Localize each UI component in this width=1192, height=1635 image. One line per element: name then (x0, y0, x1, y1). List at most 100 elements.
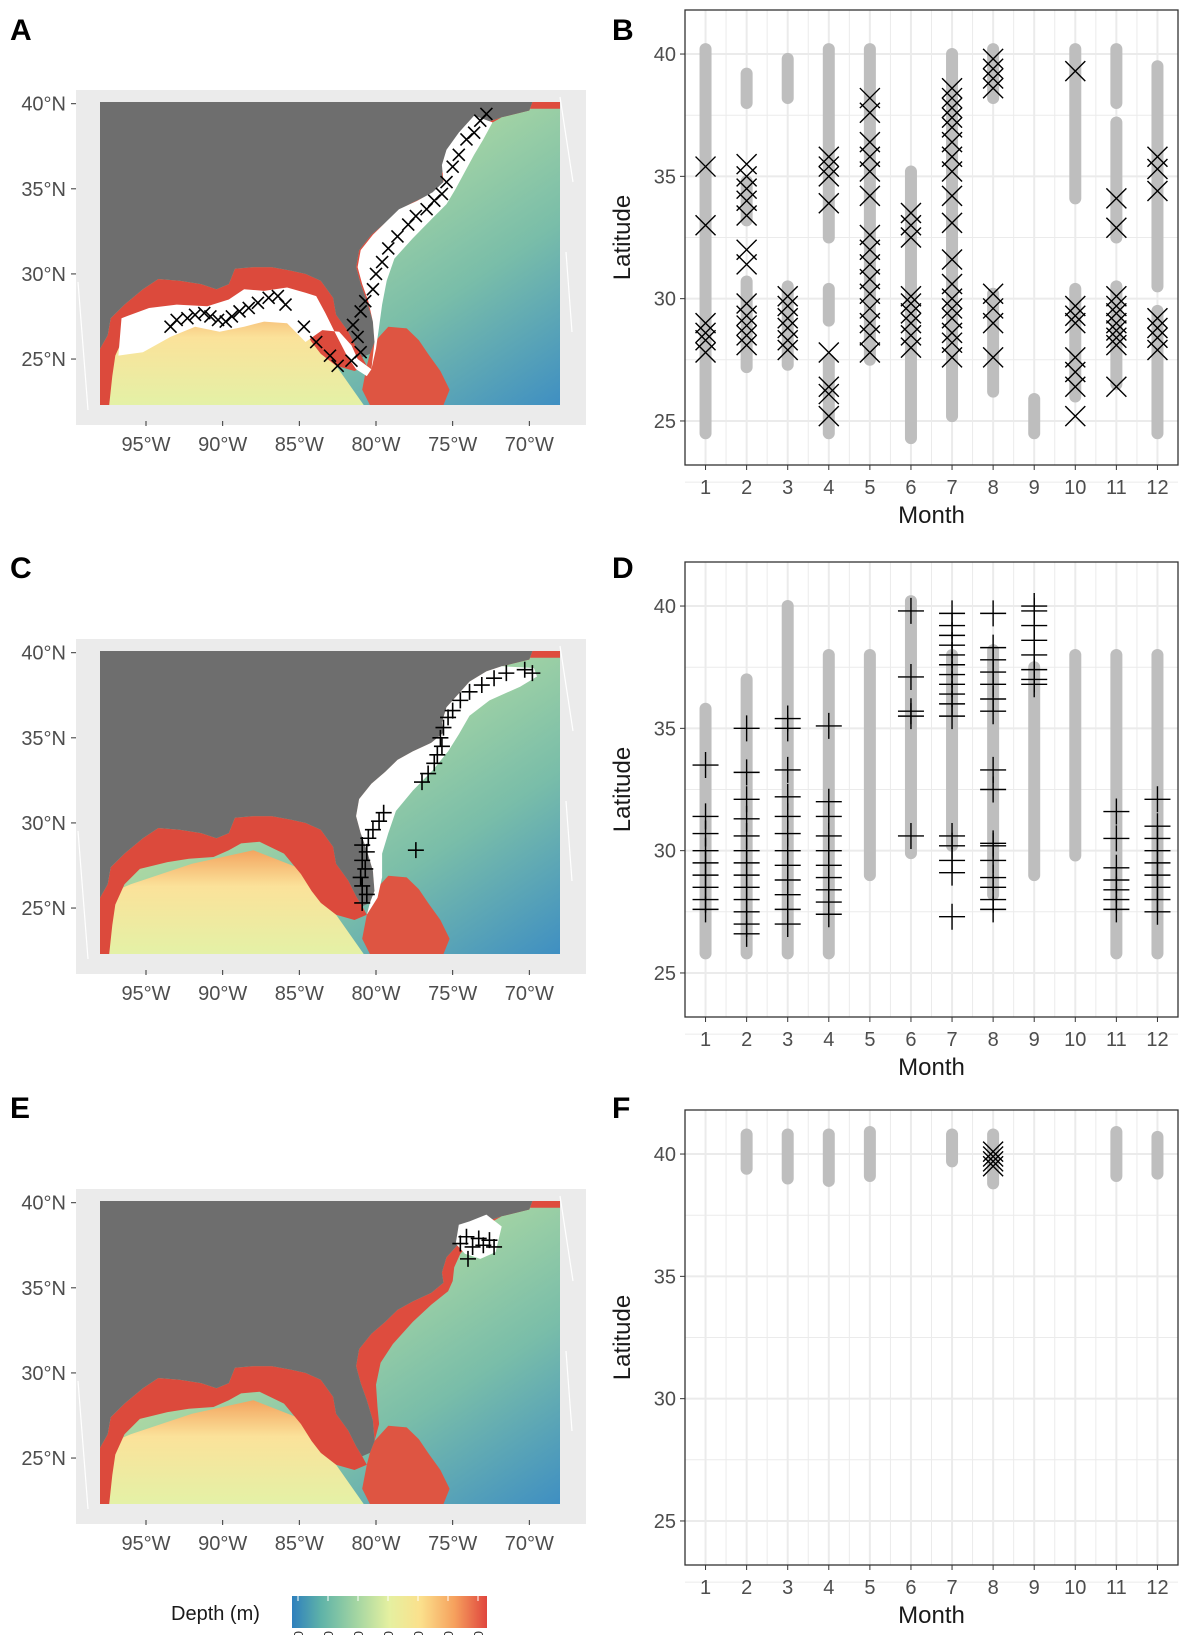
land (100, 651, 533, 907)
plot-border (684, 1109, 1179, 1566)
graticule-line (77, 830, 89, 960)
detection-x (736, 190, 758, 212)
lon-tick-label: 70°W (505, 434, 554, 456)
bahamas-bank (362, 1425, 450, 1504)
detection-plus (980, 776, 1007, 803)
detection-x (1064, 361, 1086, 383)
panel-label-c: C (10, 552, 32, 585)
detection-x (1146, 307, 1168, 329)
x-tick-label: 10 (1064, 1029, 1086, 1051)
x-tick-label: 1 (700, 477, 711, 499)
x-tick-label: 5 (864, 477, 875, 499)
detection-marker-plus (354, 877, 371, 894)
detection-x (941, 346, 963, 368)
legend-tick-label: -2000 (411, 1631, 426, 1635)
detection-x (941, 332, 963, 354)
x-tick-label: 11 (1106, 1577, 1127, 1599)
map-panel-a: 95°W 90°W 85°W 80°W 75°W 70°W 40°N 35°N 30°N 25°N (21, 90, 586, 456)
detection-x (859, 185, 881, 207)
detection-marker-plus (354, 837, 371, 854)
bahamas-bank (362, 875, 450, 954)
x-tick-label: 3 (782, 477, 793, 499)
detection-x (900, 302, 922, 324)
legend-tick-label: -5000 (321, 1631, 336, 1635)
detection-x (1064, 405, 1086, 427)
detection-marker-x (354, 304, 368, 318)
y-axis-title: Latitude (609, 747, 636, 832)
y-tick-label: 25 (654, 1511, 676, 1533)
gulf-basin (100, 1400, 364, 1504)
detection-marker-plus (371, 813, 388, 830)
y-tick-label: 30 (654, 841, 676, 863)
detection-x (859, 102, 881, 124)
detection-marker-x (170, 313, 184, 327)
detection-x (818, 192, 840, 214)
detection-x (1105, 327, 1127, 349)
detection-x (777, 285, 799, 307)
x-tick-label: 6 (905, 1029, 916, 1051)
detection-marker-plus (444, 702, 461, 719)
lat-tick-label: 35°N (21, 1278, 66, 1300)
map-markers (452, 1228, 503, 1267)
detection-x (859, 283, 881, 305)
detection-x (736, 315, 758, 337)
x-axis-title: Month (898, 1602, 965, 1629)
detection-x (900, 227, 922, 248)
map-panel-e: 95°W 90°W 85°W 80°W 75°W 70°W 40°N 35°N 30°N 25°N (21, 1189, 586, 1555)
sample-bars (699, 43, 1164, 445)
x-tick-label: 8 (988, 1577, 999, 1599)
x-tick-label: 10 (1064, 1577, 1086, 1599)
x-tick-label: 3 (782, 1029, 793, 1051)
legend-tick-label: -3000 (381, 1631, 396, 1635)
detection-x (941, 273, 963, 295)
detection-marker-x (369, 267, 383, 281)
survey-area (118, 287, 372, 377)
detection-x (1146, 317, 1168, 339)
detection-x (900, 324, 922, 346)
gulf-basin (100, 850, 364, 954)
lon-tick-label: 90°W (198, 1533, 247, 1555)
detection-x (1064, 346, 1086, 368)
x-tick-label: 4 (823, 1577, 834, 1599)
detection-x (941, 131, 963, 153)
panel-label-d: D (612, 552, 634, 585)
x-tick-label: 4 (823, 477, 834, 499)
lon-tick-label: 95°W (121, 434, 170, 456)
detection-marker-plus (375, 804, 392, 821)
detection-x (818, 165, 840, 187)
detection-plus (692, 752, 719, 779)
detection-marker-plus (364, 821, 381, 838)
detection-x (695, 214, 717, 236)
detection-x (900, 202, 922, 224)
lon-tick-label: 85°W (275, 1533, 324, 1555)
detection-marker-plus (432, 729, 449, 746)
detection-marker-x (251, 296, 265, 310)
x-tick-label: 4 (823, 1029, 834, 1051)
detection-x (859, 160, 881, 182)
gridlines (685, 1110, 1179, 1583)
detection-plus (939, 703, 966, 730)
lon-tick-label: 75°W (428, 983, 477, 1005)
detection-marker-x (351, 330, 365, 344)
graticule-line (565, 800, 573, 882)
detection-marker-plus (352, 869, 369, 886)
panel-label-e: E (10, 1092, 30, 1125)
lon-tick-label: 70°W (505, 983, 554, 1005)
detection-marker-x (323, 349, 337, 363)
detection-x (777, 295, 799, 317)
x-tick-label: 11 (1106, 1029, 1127, 1051)
graticule (77, 1195, 574, 1510)
x-tick-label: 10 (1064, 477, 1086, 499)
lat-tick-label: 40°N (21, 94, 66, 116)
detection-x (941, 185, 963, 207)
detection-marker-plus (498, 665, 515, 682)
detection-plus (1103, 825, 1130, 852)
x-tick-label: 12 (1146, 477, 1168, 499)
detection-x (859, 224, 881, 246)
detection-x (736, 153, 758, 175)
detection-x (941, 107, 963, 129)
detection-x (941, 307, 963, 329)
detection-x (818, 341, 840, 363)
